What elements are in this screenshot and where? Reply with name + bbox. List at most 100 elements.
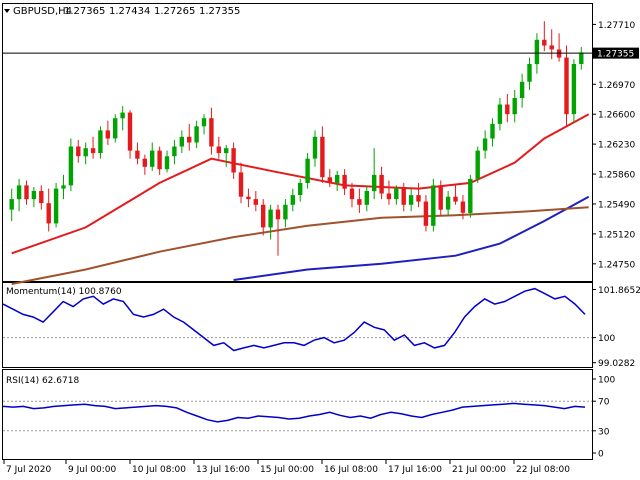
candle xyxy=(61,174,66,200)
candle-body xyxy=(327,177,332,183)
candle-body xyxy=(527,64,532,82)
candle-body xyxy=(142,158,147,167)
candlestick-series xyxy=(9,21,584,256)
rsi-panel-frame xyxy=(2,369,593,460)
price-tick-label: 1.24750 xyxy=(598,260,635,270)
candle-body xyxy=(261,204,266,228)
candle xyxy=(150,142,155,171)
time-tick-label: 7 Jul 2020 xyxy=(6,465,51,475)
candle-body xyxy=(253,199,258,205)
candle-body xyxy=(372,174,377,192)
momentum-tick-label: 99.0282 xyxy=(598,359,635,369)
time-tick-label: 15 Jul 00:00 xyxy=(260,465,314,475)
candle xyxy=(53,182,59,228)
candle xyxy=(445,191,451,216)
candle xyxy=(372,148,377,200)
candle xyxy=(527,57,532,90)
candle-body xyxy=(98,130,103,153)
price-tick-label: 1.27710 xyxy=(598,21,635,31)
rsi-tick-label: 70 xyxy=(598,398,610,408)
price-tick-label: 1.26230 xyxy=(598,141,635,151)
candle-body xyxy=(475,150,480,179)
candle xyxy=(549,29,554,60)
candle xyxy=(201,114,207,135)
candle-body xyxy=(164,156,170,170)
candle-body xyxy=(579,52,584,64)
candle xyxy=(438,180,443,216)
candle-body xyxy=(386,193,392,200)
candle-body xyxy=(445,196,451,210)
candle-body xyxy=(113,118,118,139)
header-high: 1.27434 xyxy=(109,6,150,17)
candle-body xyxy=(349,188,355,200)
candle-body xyxy=(394,188,399,200)
candle-body xyxy=(505,104,510,115)
candle xyxy=(357,188,362,213)
candle-body xyxy=(564,57,569,115)
candle xyxy=(349,182,355,208)
candle-body xyxy=(571,64,577,115)
candle-body xyxy=(90,148,96,154)
candle-body xyxy=(534,39,540,65)
candle xyxy=(157,146,162,175)
candle-body xyxy=(31,191,37,200)
candle-body xyxy=(53,188,59,224)
candle xyxy=(497,98,503,131)
candle xyxy=(39,185,44,210)
candle xyxy=(401,182,406,212)
candle-body xyxy=(216,146,221,153)
candle xyxy=(68,138,74,192)
candle-body xyxy=(460,201,466,213)
panels xyxy=(2,3,593,460)
candle xyxy=(9,188,14,221)
candle xyxy=(164,150,170,173)
candle xyxy=(460,195,466,220)
candle-body xyxy=(24,185,29,200)
candle-body xyxy=(172,146,177,157)
candle-body xyxy=(187,136,192,143)
candle-body xyxy=(135,150,140,159)
candle xyxy=(519,73,525,108)
candle-body xyxy=(490,123,495,139)
rsi-tick-label: 100 xyxy=(598,376,615,386)
time-tick-label: 17 Jul 16:00 xyxy=(388,465,442,475)
candle-body xyxy=(120,112,125,119)
momentum-line xyxy=(2,287,586,352)
current-price-label: 1.27355 xyxy=(597,50,634,60)
rsi-label: RSI(14) 62.6718 xyxy=(6,376,79,386)
time-tick-label: 13 Jul 16:00 xyxy=(196,465,250,475)
candle xyxy=(194,120,199,149)
candle xyxy=(16,178,22,212)
moving-average-1 xyxy=(233,195,590,281)
candle-body xyxy=(549,45,554,50)
candle xyxy=(261,199,266,236)
candle xyxy=(431,178,436,232)
momentum-panel-frame xyxy=(2,282,593,368)
candle xyxy=(238,162,244,204)
candle-body xyxy=(290,195,295,205)
candle xyxy=(90,136,96,159)
time-tick-label: 21 Jul 00:00 xyxy=(452,465,506,475)
price-tick-label: 1.25120 xyxy=(598,230,635,240)
candle-body xyxy=(83,148,88,157)
candle-body xyxy=(312,136,318,159)
candle xyxy=(275,204,281,256)
candle-body xyxy=(61,185,66,189)
candle xyxy=(127,110,133,159)
candle-body xyxy=(39,191,44,204)
candle xyxy=(76,140,81,163)
candle xyxy=(364,185,369,212)
candle xyxy=(290,188,295,212)
collapse-triangle-icon[interactable] xyxy=(4,9,10,13)
price-panel-frame xyxy=(2,3,593,282)
candle-body xyxy=(431,185,436,226)
candle-body xyxy=(519,81,525,98)
candle-body xyxy=(238,172,244,197)
candle-body xyxy=(283,204,288,220)
candle-body xyxy=(194,126,199,143)
price-tick-label: 1.25490 xyxy=(598,200,635,210)
candle xyxy=(46,188,51,232)
candle xyxy=(505,93,510,123)
price-tick-label: 1.25860 xyxy=(598,171,635,181)
